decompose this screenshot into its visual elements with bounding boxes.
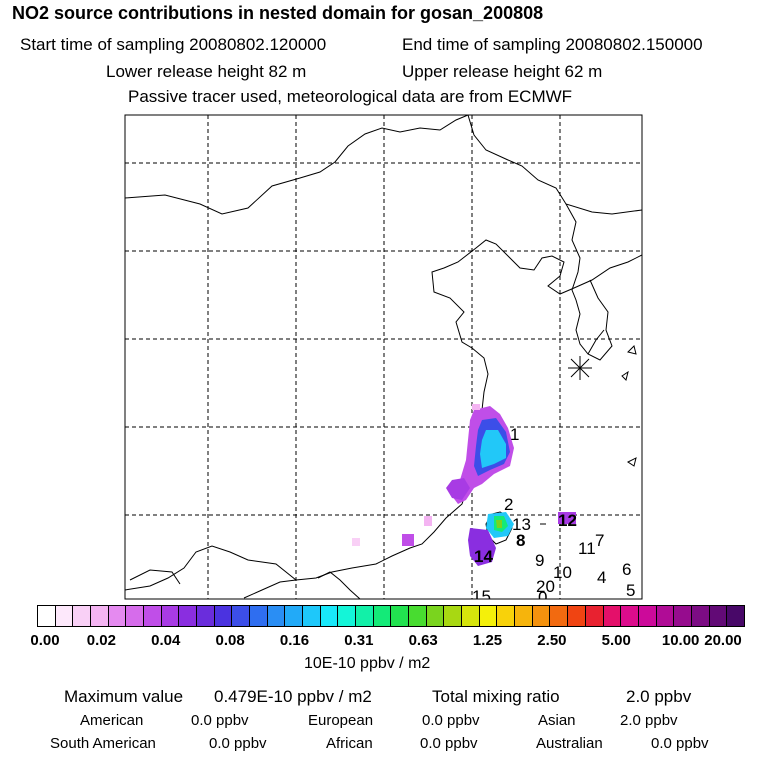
- total-mixing-value: 2.0 ppbv: [626, 687, 692, 706]
- colorbar-swatch: [708, 606, 727, 626]
- region-name-asian: Asian: [538, 712, 576, 729]
- colorbar-swatch: [425, 606, 444, 626]
- start-sampling-text: Start time of sampling 20080802.120000: [20, 35, 327, 54]
- colorbar-swatch: [496, 606, 515, 626]
- region-name-european: European: [308, 712, 374, 729]
- region-labels: 1 2 13 8 12 7 11 14 9 10 4 6 20 5 15 0: [472, 425, 635, 600]
- region-name-australian: Australian: [536, 735, 603, 752]
- max-value-label: Maximum value: [64, 687, 184, 706]
- region-label: 6: [622, 560, 631, 579]
- region-label: 5: [626, 581, 635, 600]
- colorbar-swatch: [302, 606, 320, 626]
- colorbar-tick-label: 0.16: [279, 632, 310, 649]
- max-value: 0.479E-10 ppbv / m2: [214, 687, 372, 706]
- colorbar-swatch: [655, 606, 674, 626]
- colorbar-swatch: [266, 606, 285, 626]
- colorbar-tick-label: 0.02: [86, 632, 116, 649]
- region-label: 13: [512, 515, 531, 534]
- colorbar-swatch: [231, 606, 250, 626]
- lower-release-text: Lower release height 82 m: [106, 62, 307, 81]
- region-name-african: African: [326, 735, 373, 752]
- colorbar-swatch: [284, 606, 303, 626]
- colorbar-swatch: [213, 606, 232, 626]
- region-label: 11: [578, 539, 596, 558]
- colorbar-tick-label: 0.08: [215, 632, 245, 649]
- region-label: 20: [536, 577, 555, 596]
- colorbar-swatch: [355, 606, 373, 626]
- colorbar-tick-label: 1.25: [472, 632, 503, 649]
- colorbar: [37, 605, 745, 627]
- colorbar-tick-label: 5.00: [601, 632, 631, 649]
- tracer-note-text: Passive tracer used, meteorological data…: [128, 87, 573, 106]
- colorbar-swatch: [107, 606, 126, 626]
- colorbar-swatch: [567, 606, 585, 626]
- colorbar-swatch: [620, 606, 638, 626]
- region-value-european: 0.0 ppbv: [422, 712, 480, 729]
- colorbar-swatch: [690, 606, 709, 626]
- colorbar-swatch: [602, 606, 621, 626]
- colorbar-tick-label: 0.31: [344, 632, 374, 649]
- region-value-asian: 2.0 ppbv: [620, 712, 678, 729]
- colorbar-swatch: [178, 606, 197, 626]
- colorbar-swatch: [726, 606, 744, 626]
- colorbar-swatch: [461, 606, 479, 626]
- colorbar-tick-label: 0.04: [151, 632, 181, 649]
- colorbar-swatch: [637, 606, 656, 626]
- region-value-american: 0.0 ppbv: [191, 712, 249, 729]
- colorbar-tick-label: 2.50: [537, 632, 567, 649]
- colorbar-swatch: [478, 606, 497, 626]
- colorbar-swatch: [531, 606, 550, 626]
- total-mixing-label: Total mixing ratio: [432, 687, 560, 706]
- region-label: 8: [516, 531, 525, 550]
- region-label: 2: [504, 495, 513, 514]
- region-value-australian: 0.0 ppbv: [651, 735, 709, 752]
- colorbar-swatch: [514, 606, 532, 626]
- region-label: 14: [474, 547, 493, 566]
- colorbar-tick-label: 0.00: [30, 632, 60, 649]
- region-label: 9: [535, 551, 544, 570]
- region-value-south-american: 0.0 ppbv: [209, 735, 267, 752]
- colorbar-tick-label: 20.00: [704, 632, 742, 649]
- region-label: 0: [538, 588, 547, 600]
- colorbar-swatch: [584, 606, 603, 626]
- end-sampling-text: End time of sampling 20080802.150000: [402, 35, 703, 54]
- map-panel: 1 2 13 8 12 7 11 14 9 10 4 6 20 5 15 0: [124, 114, 643, 600]
- chart-title: NO2 source contributions in nested domai…: [12, 3, 544, 23]
- colorbar-swatch: [408, 606, 426, 626]
- colorbar-swatch: [337, 606, 356, 626]
- colorbar-tick-label: 0.63: [408, 632, 438, 649]
- colorbar-swatch: [549, 606, 568, 626]
- region-label: 10: [553, 563, 572, 582]
- colorbar-tick-label: 10.00: [661, 632, 700, 649]
- colorbar-swatch: [38, 606, 55, 626]
- region-name-south-american: South American: [50, 735, 156, 752]
- colorbar-swatch: [249, 606, 267, 626]
- colorbar-swatch: [54, 606, 73, 626]
- region-label: 15: [472, 587, 491, 600]
- concentration-field: [352, 404, 576, 566]
- region-label: 1: [510, 425, 519, 444]
- region-name-american: American: [80, 712, 144, 729]
- colorbar-swatch: [90, 606, 108, 626]
- islands: [540, 345, 637, 525]
- region-value-african: 0.0 ppbv: [420, 735, 478, 752]
- colorbar-swatch: [143, 606, 161, 626]
- colorbar-swatch: [196, 606, 214, 626]
- region-label: 12: [558, 511, 577, 530]
- colorbar-swatch: [319, 606, 338, 626]
- receptor-marker: [568, 356, 592, 380]
- coastlines: [125, 115, 642, 599]
- colorbar-swatch: [125, 606, 144, 626]
- colorbar-swatch: [390, 606, 409, 626]
- colorbar-swatch: [72, 606, 91, 626]
- colorbar-swatch: [443, 606, 462, 626]
- region-label: 7: [595, 531, 604, 550]
- colorbar-swatch: [160, 606, 179, 626]
- region-label: 4: [597, 568, 606, 587]
- colorbar-unit: 10E-10 ppbv / m2: [304, 655, 431, 672]
- upper-release-text: Upper release height 62 m: [402, 62, 603, 81]
- grid-lines: [125, 115, 642, 599]
- colorbar-swatch: [673, 606, 691, 626]
- colorbar-swatch: [372, 606, 391, 626]
